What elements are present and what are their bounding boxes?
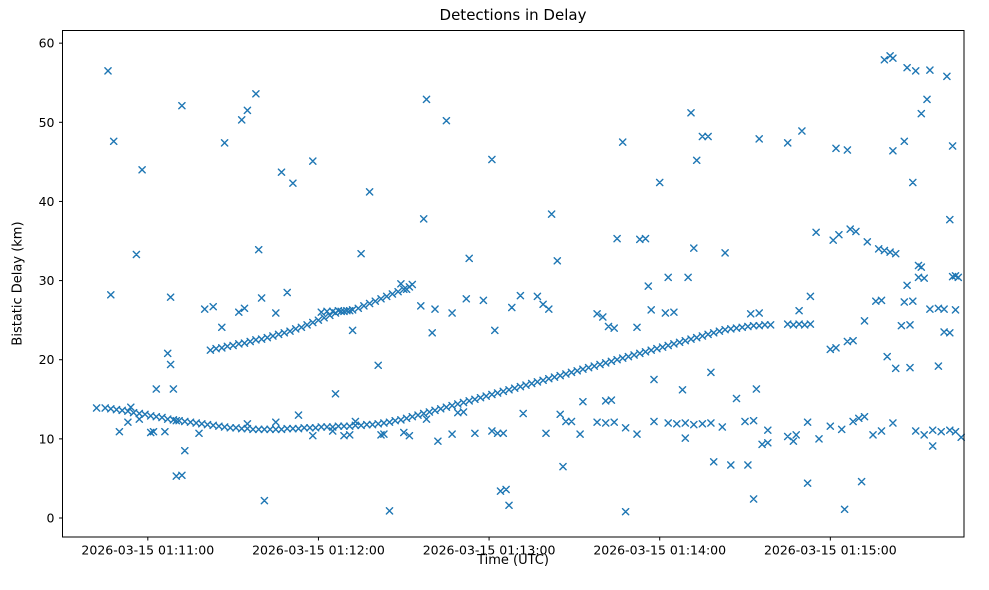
axes-frame — [62, 30, 965, 538]
y-tick-label: 30 — [39, 273, 55, 288]
y-tick-label: 20 — [39, 352, 55, 367]
y-tick-label: 50 — [39, 115, 55, 130]
x-tick-label: 2026-03-15 01:14:00 — [593, 543, 726, 558]
chart-title: Detections in Delay — [439, 6, 587, 24]
x-tick-label: 2026-03-15 01:13:00 — [423, 543, 556, 558]
x-axis-label: Time (UTC) — [477, 553, 549, 568]
x-tick-label: 2026-03-15 01:12:00 — [252, 543, 385, 558]
y-tick-label: 0 — [47, 511, 55, 526]
y-tick-label: 40 — [39, 194, 55, 209]
y-axis-label: Bistatic Delay (km) — [10, 221, 26, 346]
x-tick-label: 2026-03-15 01:15:00 — [764, 543, 897, 558]
y-tick-label: 10 — [39, 431, 55, 446]
scatter-points — [92, 52, 965, 516]
x-tick-label: 2026-03-15 01:11:00 — [81, 543, 214, 558]
y-tick-label: 60 — [39, 36, 55, 51]
